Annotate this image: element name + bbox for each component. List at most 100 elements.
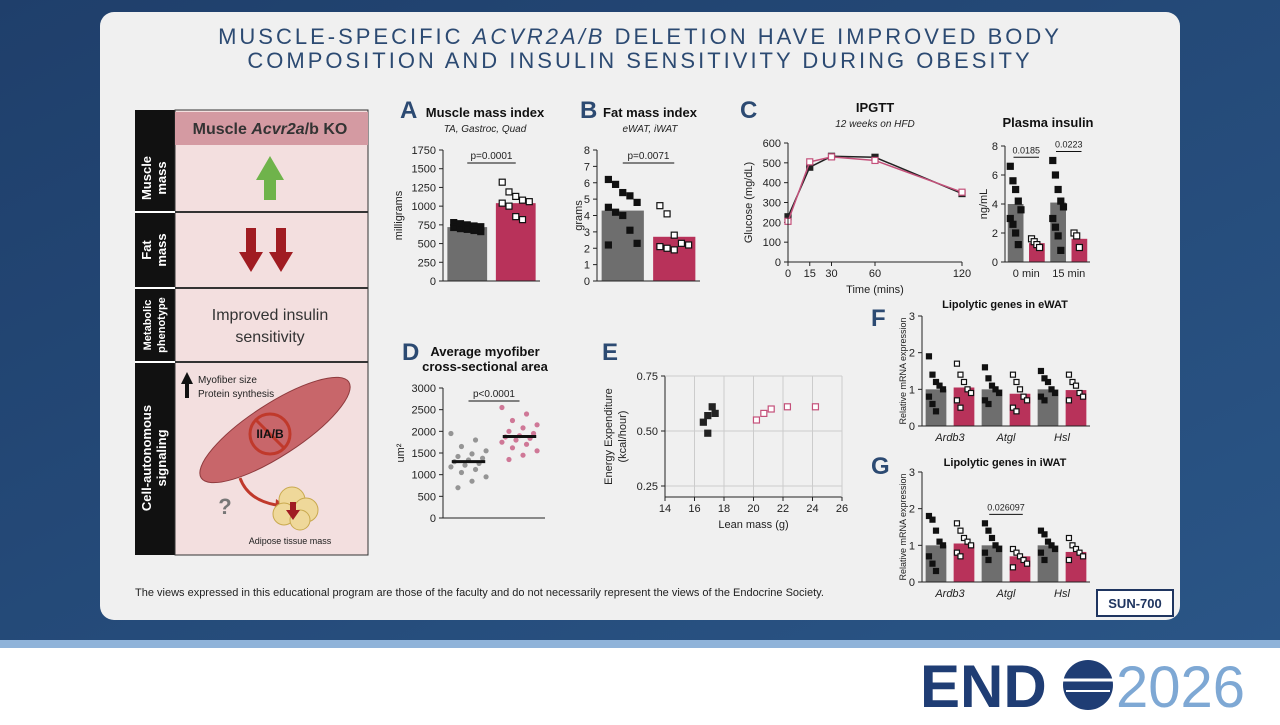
sig-label: 0.0223 — [1055, 140, 1083, 150]
data-point — [1009, 564, 1017, 571]
data-point — [505, 188, 513, 196]
panel-letter: D — [402, 339, 419, 366]
data-point — [513, 437, 519, 443]
data-point — [929, 560, 936, 567]
data-point — [1020, 556, 1027, 564]
data-point — [925, 393, 933, 400]
bar — [447, 227, 488, 281]
y-tick-label: 300 — [763, 198, 781, 210]
chart-title: Lipolytic genes in iWAT — [944, 457, 1067, 469]
curved-arrow — [238, 477, 277, 507]
data-point — [988, 382, 996, 389]
data-point — [960, 378, 968, 386]
y-tick-label: 0 — [430, 513, 436, 525]
data-point — [604, 241, 612, 249]
y-tick-label: 0.25 — [637, 481, 658, 493]
data-point — [1065, 371, 1073, 378]
data-point — [1013, 408, 1020, 415]
data-point — [1009, 220, 1017, 228]
data-point — [932, 378, 940, 386]
data-point — [957, 404, 964, 411]
sidebar-labels — [135, 110, 175, 555]
x-tick-label: Hsl — [1054, 432, 1070, 444]
data-point — [483, 448, 489, 454]
y-tick-label: 0 — [909, 421, 915, 433]
panel-letter: A — [400, 97, 417, 124]
card — [100, 12, 1180, 620]
globe — [1063, 660, 1113, 710]
data-point — [633, 198, 641, 206]
y-axis-label: Energy Expenditure — [603, 388, 615, 485]
panel-letter: C — [740, 97, 757, 124]
bar — [953, 543, 975, 582]
signal-item: Protein synthesis — [198, 389, 274, 400]
metabolic-text: Improved insulin — [212, 307, 329, 324]
data-point — [1044, 538, 1052, 545]
chart-title: IPGTT — [856, 100, 894, 115]
data-point — [472, 466, 479, 473]
inhibit-circle — [248, 412, 292, 456]
small-up-arrow — [181, 372, 193, 398]
x-tick-label: 120 — [953, 268, 971, 280]
x-tick-label: 24 — [806, 503, 818, 515]
data-point — [957, 553, 964, 560]
data-point — [611, 208, 620, 216]
data-point — [1020, 393, 1027, 400]
y-tick-label: 1750 — [412, 145, 436, 157]
y-tick-label: 2 — [584, 243, 590, 255]
data-point — [1065, 397, 1073, 404]
data-point — [811, 403, 820, 411]
data-point — [518, 216, 527, 224]
up-arrow — [256, 156, 284, 200]
sidebar-heading: Muscle Acvr2a/b KO — [193, 121, 348, 138]
y-tick-label: 1 — [909, 384, 915, 396]
x-tick-label: 0 — [785, 268, 791, 280]
x-tick-label: Ardb3 — [934, 588, 965, 600]
y-tick-label: 750 — [418, 220, 436, 232]
chart-subtitle: TA, Gastroc, Quad — [444, 124, 527, 135]
data-point — [964, 538, 971, 545]
y-tick-label: 6 — [992, 170, 998, 182]
fiber-label: IIA/B — [256, 427, 284, 441]
data-point — [1041, 556, 1048, 564]
data-point — [1048, 386, 1055, 393]
row-label: Metabolic — [142, 300, 154, 351]
chart-title: Lipolytic genes in eWAT — [942, 299, 1068, 311]
data-point — [656, 202, 664, 210]
data-point — [1016, 553, 1024, 560]
band — [0, 640, 1280, 648]
data-point — [530, 430, 537, 437]
y-tick-label: 500 — [418, 239, 436, 251]
data-point — [985, 556, 992, 564]
data-point — [953, 520, 961, 527]
data-point — [1013, 549, 1020, 556]
row-label: Cell-autonomous — [139, 405, 154, 511]
data-point — [985, 375, 992, 382]
data-point — [932, 527, 940, 534]
x-tick-label: Atgl — [996, 588, 1017, 600]
data-point — [448, 430, 454, 437]
data-point — [967, 542, 975, 549]
data-point — [458, 469, 465, 476]
data-point — [685, 241, 693, 249]
y-tick-label: 0 — [584, 276, 590, 288]
y-tick-label: 1 — [909, 540, 915, 552]
heading-part: /b KO — [305, 121, 348, 138]
data-point — [469, 478, 475, 484]
data-point — [1057, 197, 1065, 205]
data-point — [1072, 545, 1080, 553]
sig-label: p=0.0071 — [628, 151, 670, 162]
data-point — [518, 196, 527, 204]
data-point — [704, 429, 712, 437]
data-point — [1049, 214, 1057, 223]
data-point — [477, 227, 485, 236]
data-point — [663, 244, 671, 252]
data-point — [925, 512, 933, 520]
data-point — [988, 534, 996, 542]
y-tick-label: 1250 — [412, 182, 436, 194]
data-point — [964, 386, 971, 393]
data-point — [1006, 214, 1014, 223]
data-point — [953, 360, 961, 367]
data-point — [611, 180, 620, 188]
data-point — [472, 437, 479, 443]
